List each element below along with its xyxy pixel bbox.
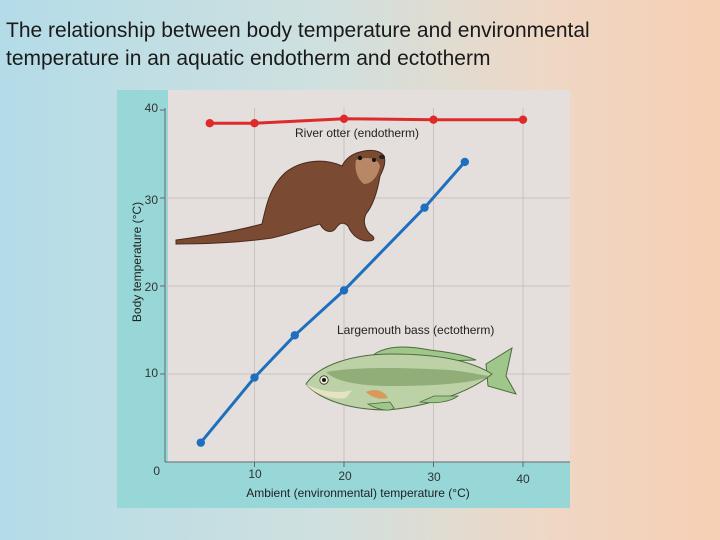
slide-title: The relationship between body temperatur… — [6, 17, 706, 73]
largemouth-bass-illustration — [305, 346, 518, 411]
y-axis-title: Body temperature (°C) — [130, 202, 144, 322]
data-series — [196, 114, 528, 447]
otter-data-point — [339, 114, 349, 124]
bass-data-point — [196, 438, 205, 447]
y-tick-label-40: 40 — [145, 101, 159, 115]
slide-title-line-1: The relationship between body temperatur… — [6, 19, 590, 42]
otter-data-point — [429, 115, 438, 124]
otter-annotation: River otter (endotherm) — [295, 126, 419, 140]
x-tick-label-10: 10 — [248, 467, 262, 481]
bass-data-point — [250, 373, 259, 382]
y-tick-label-10: 10 — [145, 366, 159, 380]
otter-data-point — [250, 119, 259, 128]
bass-data-point — [460, 157, 470, 167]
x-tick-label-20: 20 — [338, 469, 352, 483]
origin-tick-label: 0 — [153, 464, 160, 478]
y-tick-label-30: 30 — [145, 193, 159, 207]
bass-series-line — [199, 160, 466, 444]
y-tick-label-20: 20 — [145, 280, 159, 294]
river-otter-illustration — [175, 149, 386, 245]
slide-title-line-2: temperature in an aquatic endotherm and … — [6, 47, 491, 70]
bass-annotation: Largemouth bass (ectotherm) — [337, 323, 494, 337]
bass-data-point — [290, 331, 299, 340]
otter-data-point — [205, 119, 214, 128]
x-tick-label-30: 30 — [427, 470, 441, 484]
otter-data-point — [518, 115, 528, 124]
x-tick-label-40: 40 — [516, 472, 530, 486]
bass-data-point — [339, 286, 349, 295]
x-axis-title: Ambient (environmental) temperature (°C) — [246, 486, 470, 500]
bass-data-point — [420, 203, 429, 212]
axes — [160, 108, 570, 467]
